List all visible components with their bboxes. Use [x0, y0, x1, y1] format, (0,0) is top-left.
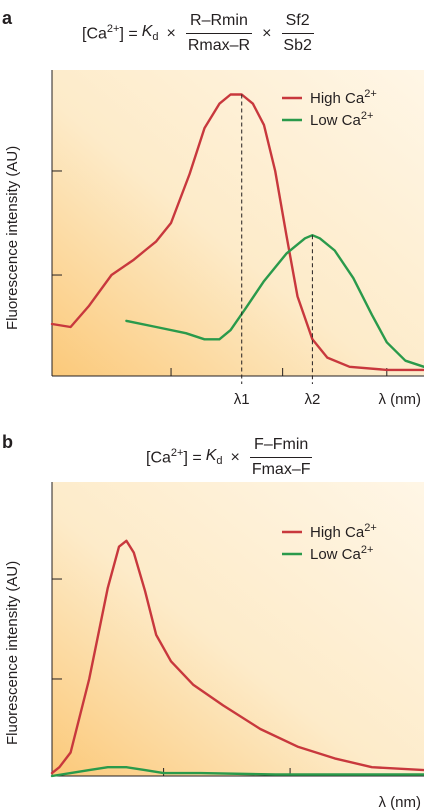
- plot-background: [52, 482, 424, 776]
- chart-b: λ (nm) High Ca2+ Low Ca2+: [50, 482, 424, 810]
- single-wavelength-equation: [Ca2+] = Kd × F–Fmin Fmax–F: [146, 436, 319, 479]
- series-line-low: [50, 766, 424, 778]
- ratio-fraction: R–Rmin Rmax–R: [184, 12, 254, 55]
- chart-a: λ1 λ2 λ (nm) High Ca2+ Low Ca2+: [50, 70, 424, 408]
- x-axis-label: λ (nm): [379, 794, 422, 810]
- equation-kd: Kd: [141, 23, 159, 44]
- series-line-high: [50, 539, 424, 775]
- fluorescence-fraction: F–Fmin Fmax–F: [248, 436, 315, 479]
- ratio-numerator: R–Rmin: [186, 12, 252, 34]
- equation-lhs: [Ca2+] =: [82, 23, 138, 43]
- ratio-denominator: Rmax–R: [187, 37, 251, 54]
- series-line-high: [50, 93, 424, 372]
- scaling-denominator: Sb2: [283, 37, 312, 54]
- x-axis-label: λ (nm): [379, 391, 422, 408]
- ratiometric-equation: [Ca2+] = Kd × R–Rmin Rmax–R × Sf2 Sb2: [82, 12, 320, 55]
- fluorescence-denominator: Fmax–F: [251, 461, 311, 478]
- legend-label-low: Low Ca2+: [310, 110, 373, 129]
- legend-label-low: Low Ca2+: [310, 544, 373, 563]
- times-sign: ×: [262, 24, 272, 42]
- wavelength-marker-label: λ2: [304, 391, 320, 408]
- times-sign: ×: [166, 24, 176, 42]
- times-sign: ×: [230, 448, 240, 466]
- scaling-numerator: Sf2: [281, 12, 314, 34]
- equation-lhs: [Ca2+] =: [146, 447, 202, 467]
- legend-label-high: High Ca2+: [310, 522, 377, 541]
- equation-kd: Kd: [205, 447, 223, 468]
- scaling-fraction: Sf2 Sb2: [279, 12, 315, 55]
- wavelength-marker-label: λ1: [234, 391, 250, 408]
- fluorescence-numerator: F–Fmin: [250, 436, 313, 458]
- series-line-low: [125, 234, 424, 368]
- legend-label-high: High Ca2+: [310, 88, 377, 107]
- panel-letter-a: a: [2, 8, 13, 28]
- panel-letter-b: b: [2, 432, 13, 452]
- plot-background: [52, 70, 424, 376]
